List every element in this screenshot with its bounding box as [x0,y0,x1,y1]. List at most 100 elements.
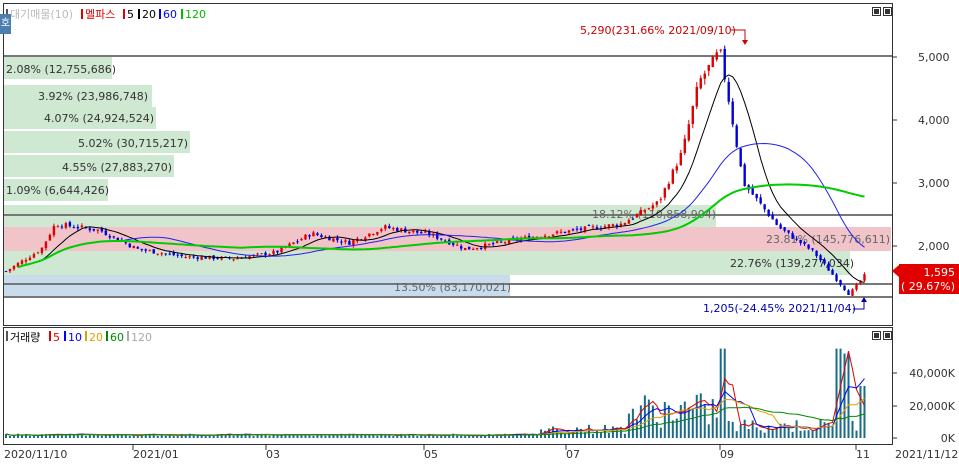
volume-bar [599,432,602,438]
volume-bar [663,401,666,438]
volume-bar [859,386,862,438]
volume-pane-close-button[interactable] [883,331,892,340]
volume-bar [715,417,718,438]
candle-body [52,225,56,236]
candle-body [635,213,639,218]
candle-body [671,169,675,184]
legend-volume-profile: 대기매물(10) [10,8,73,21]
candle-body [88,228,92,231]
volume-bar [256,433,259,438]
candle-body [12,265,16,270]
legend-ma60: 60 [163,8,177,21]
high-arrow-head [742,40,748,45]
volume-bar [787,428,790,438]
candle-body [623,222,627,225]
volume-bar [779,423,782,438]
volume-bar [8,435,11,438]
volume-bar [276,434,279,438]
price-pane-frame [3,3,893,326]
candle-body [16,263,20,267]
candle-body [483,243,487,249]
volume-bar [851,420,854,438]
candle-body [571,229,575,231]
profile-label: 4.07% (24,924,524) [44,112,154,125]
legend-swatch [106,331,108,341]
volume-bar [456,435,459,438]
volume-bar [100,435,103,438]
profile-band [4,57,112,79]
date-tick-label: 03 [266,448,280,461]
candle-body [471,249,475,251]
candle-body [523,236,527,238]
volume-bar [428,433,431,438]
candlestick-layer [4,45,866,297]
volume-legend: 거래량 5 10 20 60 120 [6,331,152,344]
volume-bar [188,433,191,438]
volume-bar [216,434,219,438]
candle-body [140,248,143,250]
low-price-annotation: 1,205(-24.45% 2021/11/04) [703,302,856,315]
candle-body [755,193,758,199]
volume-bar [116,433,119,438]
candle-body [172,252,175,256]
candle-body [180,254,183,257]
volume-bar [568,432,571,438]
date-tick-label: 05 [424,448,438,461]
vma10-line [5,378,865,437]
volume-bar [571,431,574,438]
candle-body [76,226,80,229]
legend-swatch [159,9,161,19]
candle-body [543,235,547,239]
candle-body [384,225,387,229]
volume-bar [328,435,331,438]
candle-body [272,250,275,254]
volume-bar [703,405,706,438]
candle-body [388,226,391,229]
candle-body [675,166,679,171]
volume-pane-minimize-button[interactable] [872,331,881,340]
candle-body [440,238,443,240]
candle-body [368,233,371,237]
volume-bar [464,435,467,438]
candle-body [687,124,690,141]
volume-bar [336,435,339,438]
candle-body [308,235,311,237]
volume-bar [803,430,806,438]
legend-stock-name: 멜파스 [85,8,115,21]
volume-bar [723,348,726,438]
candle-body [136,247,139,249]
candle-body [723,48,726,80]
side-tab-button[interactable]: 호 [0,14,11,34]
price-axis: 5,000 4,000 3,000 2,000 [892,51,950,253]
candle-body [779,224,782,229]
candle-body [452,243,455,245]
volume-bar [280,435,283,438]
candle-body [176,254,179,256]
volume-bar [20,435,23,438]
candle-body [691,106,694,124]
candle-body [663,188,667,198]
volume-bar [304,434,307,438]
volume-bar [44,434,47,438]
volume-bar [60,434,63,438]
volume-bar [452,433,455,438]
price-pane-close-button[interactable] [883,7,892,16]
volume-bar [595,430,598,438]
candle-body [695,86,698,107]
price-pane-minimize-button[interactable] [872,7,881,16]
volume-bar [108,434,111,438]
candle-body [659,199,663,201]
volume-bar [743,419,746,438]
candle-body [851,289,854,296]
candle-body [839,280,842,286]
volume-bar [420,435,423,438]
volume-bar [12,435,15,438]
candle-body [819,255,822,261]
volume-bar [831,426,834,438]
volume-bar [448,434,451,438]
volume-bar [667,405,670,438]
volume-bar [176,435,179,438]
candle-body [260,253,263,255]
candle-body [503,242,507,244]
